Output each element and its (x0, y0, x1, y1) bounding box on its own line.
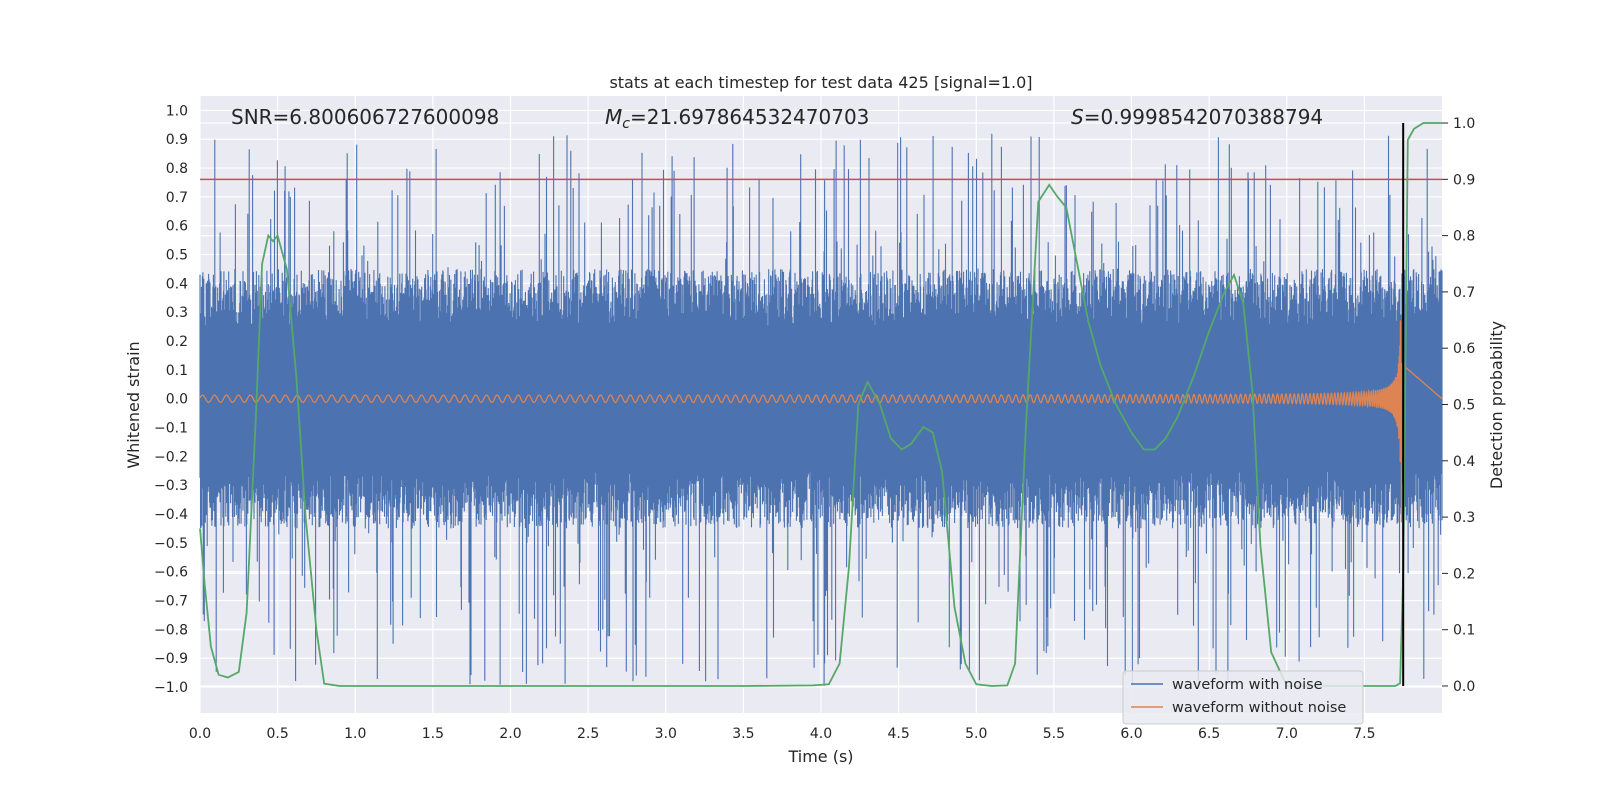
x-tick-label: 1.5 (422, 726, 444, 742)
x-tick-label: 2.0 (499, 726, 521, 742)
y2-tick-label: 0.2 (1453, 566, 1475, 582)
y2-tick-label: 0.6 (1453, 341, 1475, 357)
score-annotation: S=0.9998542070388794 (1071, 105, 1323, 129)
score-symbol: S (1071, 105, 1084, 129)
y-axis-label: Whitened strain (124, 341, 143, 468)
x-tick-label: 3.0 (655, 726, 677, 742)
y-tick-label: 0.6 (166, 219, 188, 235)
chirp-mass-symbol: M (605, 105, 622, 129)
x-tick-label: 2.5 (577, 726, 599, 742)
y2-tick-label: 0.3 (1453, 510, 1475, 526)
y-tick-label: −0.6 (154, 565, 188, 581)
y-tick-label: 1.0 (166, 103, 188, 119)
series-detection-probability (199, 122, 1442, 687)
legend: waveform with noise waveform without noi… (1122, 670, 1364, 725)
y-tick-label: 0.9 (166, 132, 188, 148)
y-tick-label: −0.9 (154, 651, 188, 667)
y2-tick-label: 0.1 (1453, 623, 1475, 639)
y-tick-label: 0.7 (166, 190, 188, 206)
y2-axis-ticks: 1.0 0.9 0.8 0.7 0.6 0.5 0.4 0.3 0.2 0.1 0.0 (1442, 116, 1475, 695)
y-axis-ticks: 1.0 0.9 0.8 0.7 0.6 0.5 0.4 0.3 0.2 0.1 0.0 −0.1 −0.… (154, 103, 188, 696)
series-waveform-without-noise (199, 320, 1443, 523)
y2-tick-label: 1.0 (1453, 116, 1475, 132)
y-tick-label: 0.2 (166, 334, 188, 350)
chirp-mass-annotation: Mc=21.697864532470703 (605, 105, 869, 132)
y-tick-label: −0.3 (154, 478, 188, 494)
y-tick-label: 0.4 (166, 276, 188, 292)
legend-label-noise: waveform with noise (1172, 677, 1323, 693)
x-tick-label: 6.0 (1120, 726, 1142, 742)
y-tick-label: 0.3 (166, 305, 188, 321)
x-tick-label: 0.0 (189, 726, 211, 742)
y-tick-label: −0.2 (154, 449, 188, 465)
x-tick-label: 7.0 (1276, 726, 1298, 742)
y2-axis-label: Detection probability (1487, 321, 1506, 489)
x-tick-label: 3.5 (732, 726, 754, 742)
legend-label-chirp: waveform without noise (1172, 700, 1346, 716)
y-tick-label: −1.0 (154, 680, 188, 696)
probability-trace (199, 122, 1442, 687)
chart-title: stats at each timestep for test data 425… (609, 73, 1032, 92)
chirp-trace (199, 320, 1443, 523)
x-tick-label: 5.0 (965, 726, 987, 742)
snr-annotation: SNR=6.800606727600098 (231, 105, 499, 129)
y-tick-label: 0.0 (166, 392, 188, 408)
y2-tick-label: 0.8 (1453, 229, 1475, 245)
chirp-mass-subscript: c (622, 116, 630, 132)
x-axis-ticks: 0.0 0.5 1.0 1.5 2.0 2.5 3.0 3.5 4.0 4.5 5.0 5.5 6.0 6… (189, 726, 1376, 742)
chirp-mass-value: =21.697864532470703 (630, 105, 869, 129)
y-tick-label: −0.7 (154, 594, 188, 610)
x-axis-label: Time (s) (787, 747, 853, 766)
y2-tick-label: 0.4 (1453, 454, 1475, 470)
y2-tick-label: 0.9 (1453, 172, 1475, 188)
y-tick-label: −0.5 (154, 536, 188, 552)
x-tick-label: 4.5 (887, 726, 909, 742)
y2-tick-label: 0.5 (1453, 398, 1475, 414)
legend-box (1122, 670, 1364, 725)
x-tick-label: 7.5 (1353, 726, 1375, 742)
x-tick-label: 4.0 (810, 726, 832, 742)
x-tick-label: 1.0 (344, 726, 366, 742)
y-tick-label: 0.1 (166, 363, 188, 379)
y2-tick-label: 0.7 (1453, 285, 1475, 301)
y-tick-label: 0.8 (166, 161, 188, 177)
x-tick-label: 0.5 (266, 726, 288, 742)
y-tick-label: 0.5 (166, 248, 188, 264)
x-tick-label: 5.5 (1043, 726, 1065, 742)
x-tick-label: 6.5 (1198, 726, 1220, 742)
y2-tick-label: 0.0 (1453, 679, 1475, 695)
y-tick-label: −0.1 (154, 421, 188, 437)
y-tick-label: −0.8 (154, 622, 188, 638)
y-tick-label: −0.4 (154, 507, 188, 523)
score-value: =0.9998542070388794 (1084, 105, 1323, 129)
